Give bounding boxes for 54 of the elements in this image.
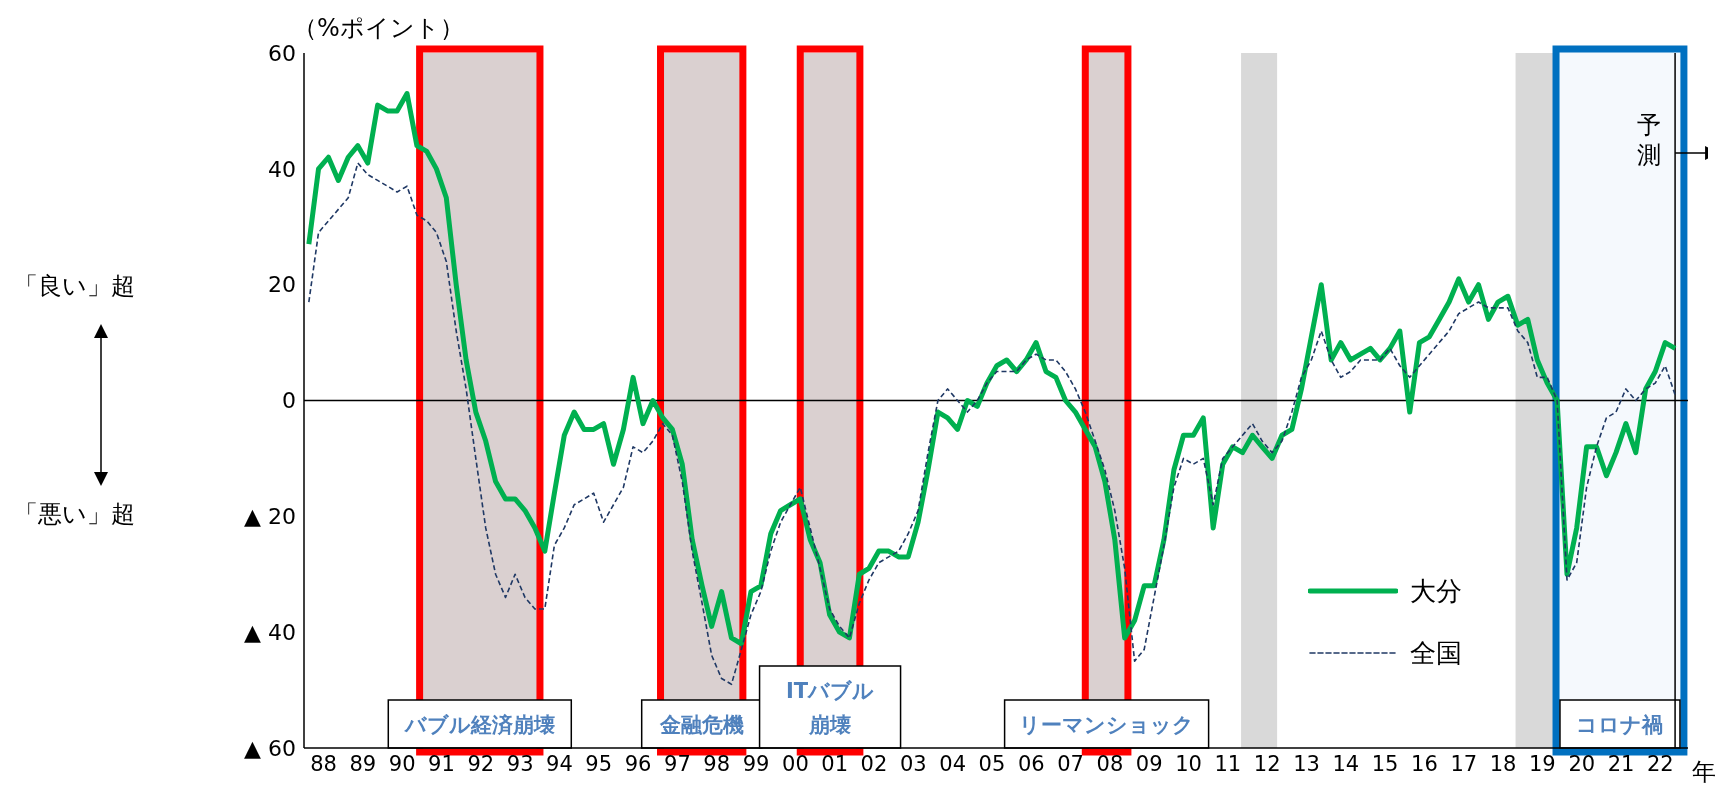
legend-label: 大分 <box>1410 574 1462 608</box>
x-tick-label: 90 <box>388 751 416 776</box>
x-tick-label: 17 <box>1450 751 1478 776</box>
y-tick-label: ▲ 20 <box>244 504 296 530</box>
x-tick-label: 19 <box>1528 751 1556 776</box>
x-tick-label: 95 <box>585 751 613 776</box>
band-label: コロナ禍 <box>1576 713 1664 737</box>
x-tick-label: 20 <box>1568 751 1596 776</box>
x-tick-label: 18 <box>1489 751 1517 776</box>
x-tick-label: 15 <box>1371 751 1399 776</box>
x-axis-title: 年 <box>1692 757 1716 788</box>
x-tick-label: 16 <box>1411 751 1438 776</box>
y-tick-label: 60 <box>268 40 296 66</box>
x-tick-label: 98 <box>703 751 731 776</box>
x-tick-label: 09 <box>1135 751 1163 776</box>
y-tick-label: ▲ 40 <box>244 619 296 645</box>
ref-line-label: 予測 <box>1637 111 1662 169</box>
x-tick-label: 91 <box>428 751 455 776</box>
band-label: リーマンショック <box>1019 713 1195 737</box>
text: 「良い」超 <box>14 271 135 302</box>
x-tick-label: 06 <box>1017 751 1045 776</box>
x-tick-label: 02 <box>860 751 888 776</box>
y-tick-label: 20 <box>268 272 296 298</box>
x-tick-label: 94 <box>546 751 573 776</box>
band-label: 金融危機 <box>658 713 744 737</box>
x-tick-label: 88 <box>310 751 337 776</box>
x-tick-label: 03 <box>899 751 927 776</box>
x-tick-label: 93 <box>506 751 534 776</box>
y-tick-label: ▲ 60 <box>244 735 296 761</box>
x-tick-label: 10 <box>1175 751 1202 776</box>
legend-label: 全国 <box>1410 636 1462 670</box>
x-tick-label: 89 <box>349 751 377 776</box>
x-tick-label: 07 <box>1057 751 1084 776</box>
x-tick-label: 96 <box>624 751 652 776</box>
x-tick-label: 01 <box>821 751 849 776</box>
x-tick-label: 92 <box>467 751 495 776</box>
x-tick-label: 13 <box>1293 751 1320 776</box>
x-tick-label: 97 <box>664 751 691 776</box>
x-tick-label: 05 <box>978 751 1006 776</box>
y-tick-label: 40 <box>268 156 296 182</box>
y-axis-title: （%ポイント） <box>293 13 464 44</box>
x-tick-label: 21 <box>1607 751 1635 776</box>
band-label: バブル経済崩壊 <box>403 713 555 737</box>
x-tick-label: 14 <box>1332 751 1360 776</box>
x-tick-label: 22 <box>1646 751 1674 776</box>
band-label: ITバブル崩壊 <box>785 679 875 737</box>
x-tick-label: 04 <box>939 751 967 776</box>
x-tick-label: 99 <box>742 751 770 776</box>
text: 「悪い」超 <box>14 499 135 530</box>
x-tick-label: 11 <box>1214 751 1242 776</box>
y-tick-label: 0 <box>282 388 296 414</box>
x-tick-label: 08 <box>1096 751 1124 776</box>
x-tick-label: 00 <box>782 751 809 776</box>
x-tick-label: 12 <box>1253 751 1281 776</box>
